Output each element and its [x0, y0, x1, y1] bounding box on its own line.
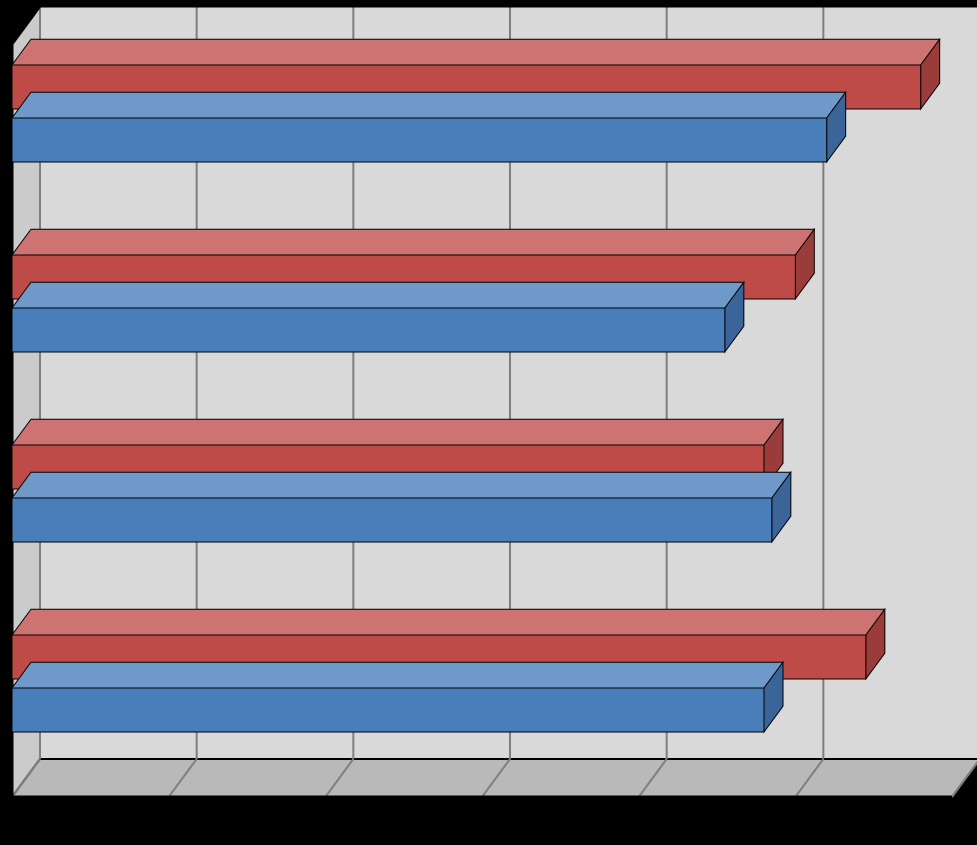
bar-top [12, 92, 846, 118]
bar-front [12, 118, 827, 162]
bars-layer [0, 0, 977, 845]
bar-series-blue-cat3 [0, 0, 977, 845]
bar-chart-3d [0, 0, 977, 845]
